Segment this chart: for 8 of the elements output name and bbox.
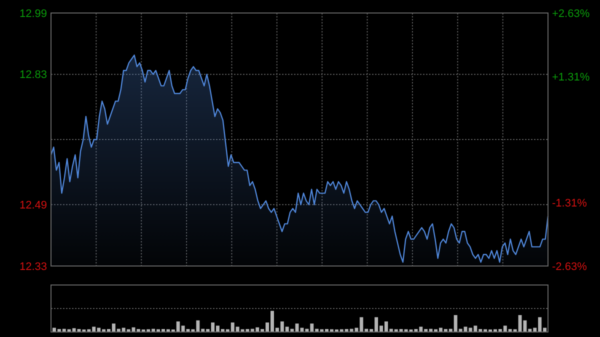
- y2-tick-label: -2.63%: [552, 260, 588, 273]
- y-tick-label: 12.83: [19, 69, 47, 82]
- y-tick-label: 12.49: [19, 200, 47, 212]
- y2-tick-label: +1.31%: [552, 71, 590, 84]
- y2-tick-label: -1.31%: [552, 197, 588, 210]
- y-tick-label: 12.33: [19, 260, 47, 273]
- y2-tick-label: +2.63%: [552, 8, 590, 20]
- y-tick-label: 12.99: [19, 8, 47, 20]
